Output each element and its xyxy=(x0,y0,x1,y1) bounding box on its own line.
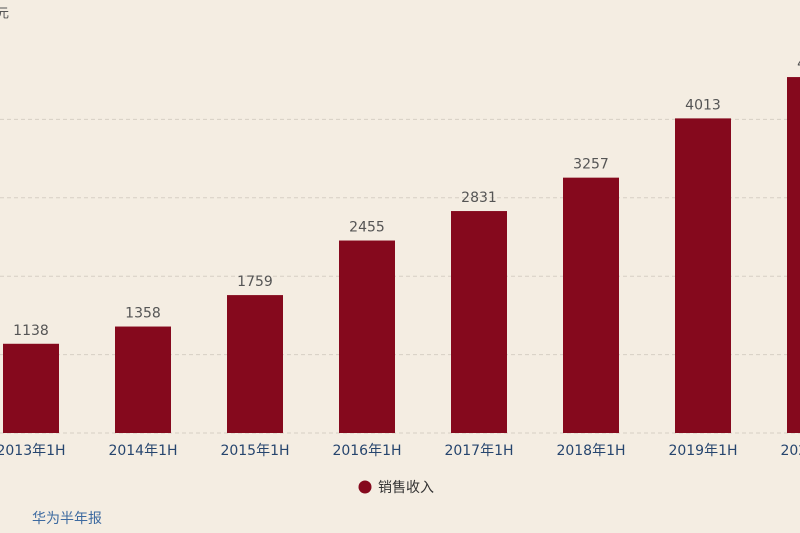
x-tick-label: 2017年1H xyxy=(444,443,513,459)
value-label: 4540 xyxy=(797,56,800,72)
y-unit: 元 xyxy=(0,7,9,22)
x-tick-label: 2013年1H xyxy=(0,443,66,459)
x-tick-label: 2014年1H xyxy=(108,443,177,459)
value-label: 2455 xyxy=(349,220,385,236)
x-tick-label: 2018年1H xyxy=(556,443,625,459)
value-label: 4013 xyxy=(685,97,721,113)
legend-label: 销售收入 xyxy=(378,480,434,496)
legend-swatch xyxy=(358,480,372,494)
x-tick-label: 2020年1H xyxy=(780,443,800,459)
x-tick-label: 2019年1H xyxy=(668,443,737,459)
bar xyxy=(451,211,507,433)
bar xyxy=(115,326,171,433)
bar xyxy=(3,343,59,433)
bar xyxy=(339,240,395,433)
value-label: 3257 xyxy=(573,157,609,173)
value-label: 1138 xyxy=(13,323,49,339)
source: 华为半年报 xyxy=(32,511,102,527)
value-label: 1759 xyxy=(237,274,273,290)
bar xyxy=(787,77,800,434)
bar xyxy=(227,295,283,433)
bar xyxy=(563,177,619,433)
x-tick-label: 2015年1H xyxy=(220,443,289,459)
value-label: 1358 xyxy=(125,306,161,322)
value-label: 2831 xyxy=(461,190,497,206)
bar xyxy=(675,118,731,433)
x-tick-label: 2016年1H xyxy=(332,443,401,459)
